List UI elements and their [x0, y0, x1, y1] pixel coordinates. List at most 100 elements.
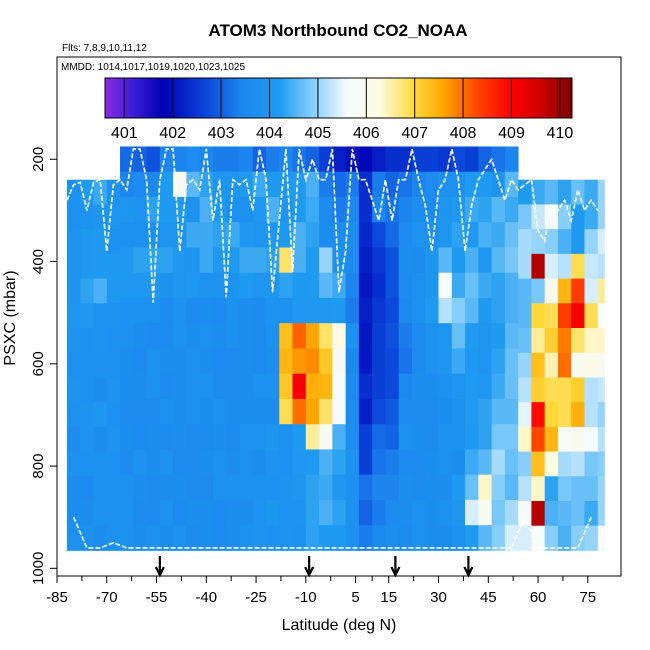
heatmap-cell [226, 222, 240, 248]
heatmap-cell [372, 348, 386, 375]
heatmap-cell [319, 146, 333, 173]
heatmap-cell [518, 451, 532, 477]
heatmap-cell [504, 297, 519, 324]
heatmap-cell [571, 278, 585, 304]
heatmap-cell [120, 373, 134, 400]
heatmap-cell [504, 348, 519, 375]
heatmap-cell [173, 449, 187, 476]
heatmap-cell [411, 499, 426, 526]
heatmap-cell [133, 424, 147, 450]
heatmap-cell [557, 501, 572, 527]
flight-tracks [66, 148, 599, 549]
heatmap-cell [212, 348, 227, 375]
heatmap-cell [438, 424, 453, 450]
heatmap-cell [319, 323, 333, 349]
heatmap-cell [425, 398, 439, 425]
x-tick-label: 15 [380, 589, 397, 606]
heatmap-cell [186, 474, 201, 501]
heatmap-cell [66, 451, 81, 477]
heatmap-cell [239, 323, 254, 349]
arrow-head [390, 566, 401, 578]
heatmap-cell [133, 196, 147, 223]
heatmap-cell [239, 348, 254, 375]
heatmap-cell [491, 348, 506, 375]
x-tick-label: 60 [530, 589, 547, 606]
chart-title: ATOM3 Northbound CO2_NOAA [208, 21, 467, 40]
heatmap-cell [292, 272, 307, 299]
heatmap-cell [226, 499, 240, 526]
heatmap-cell [279, 424, 293, 450]
heatmap-cell [266, 424, 280, 450]
heatmap-cell [120, 196, 134, 223]
heatmap-cell [106, 328, 121, 354]
heatmap-cell [584, 476, 599, 502]
heatmap-cell [398, 171, 413, 198]
heatmap-cell [173, 373, 187, 400]
heatmap-cell [106, 525, 121, 551]
heatmap-cell [584, 179, 599, 205]
heatmap-cell [173, 297, 187, 324]
heatmap-cell [239, 196, 254, 223]
heatmap-cell [358, 297, 373, 324]
heatmap-cell [279, 499, 293, 526]
heatmap-cell [66, 352, 81, 378]
heatmap-cell [252, 398, 267, 425]
heatmap-cell [173, 525, 187, 551]
heatmap-cell [358, 196, 373, 223]
heatmap-cell [159, 424, 174, 450]
heatmap-cell [465, 398, 479, 425]
heatmap-cell [319, 297, 333, 324]
heatmap-cell [186, 272, 201, 299]
heatmap-cell [518, 303, 532, 329]
heatmap-cell [80, 204, 94, 230]
heatmap-cell [411, 474, 426, 501]
heatmap-cell [239, 449, 254, 476]
heatmap-cell [491, 323, 506, 349]
heatmap-cell [478, 474, 493, 501]
heatmap-cell [518, 501, 532, 527]
heatmap-cell [279, 272, 293, 299]
heatmap-cell [398, 272, 413, 299]
heatmap-cell [544, 328, 559, 354]
heatmap-cell [518, 179, 532, 205]
heatmap-cell [465, 247, 479, 274]
heatmap-cell [438, 222, 453, 248]
heatmap-cell [478, 424, 493, 450]
heatmap-cell [571, 328, 585, 354]
heatmap-cell [93, 402, 108, 428]
heatmap-cell [544, 229, 559, 255]
heatmap-cell [571, 451, 585, 477]
heatmap-cell [239, 171, 254, 198]
heatmap-cell [425, 474, 439, 501]
heatmap-cell [93, 253, 108, 279]
heatmap-cell [358, 449, 373, 476]
heatmap-cell [518, 352, 532, 378]
heatmap-cell [372, 525, 386, 551]
heatmap-cell [252, 297, 267, 324]
heatmap-cell [239, 146, 254, 173]
heatmap-cell [292, 297, 307, 324]
heatmap-cell [186, 222, 201, 248]
heatmap-cell [279, 449, 293, 476]
heatmap-cell [173, 323, 187, 349]
heatmap-cell [186, 247, 201, 274]
heatmap-cell [239, 525, 254, 551]
heatmap-cell [252, 196, 267, 223]
heatmap-cell [557, 377, 572, 403]
heatmap-cell [358, 525, 373, 551]
heatmap-cell [266, 474, 280, 501]
heatmap-cell [226, 348, 240, 375]
heatmap-cell [372, 272, 386, 299]
heatmap-cell [226, 146, 240, 173]
heatmap-cell [319, 398, 333, 425]
heatmap-cell [372, 146, 386, 173]
heatmap-cell [438, 499, 453, 526]
heatmap-cell [518, 525, 532, 551]
heatmap-cell [597, 204, 605, 230]
heatmap-cell [451, 373, 466, 400]
heatmap-cell [385, 146, 400, 173]
heatmap-cell [173, 398, 187, 425]
heatmap-cell [345, 222, 360, 248]
heatmap-cell [544, 179, 559, 205]
heatmap-cell [571, 476, 585, 502]
